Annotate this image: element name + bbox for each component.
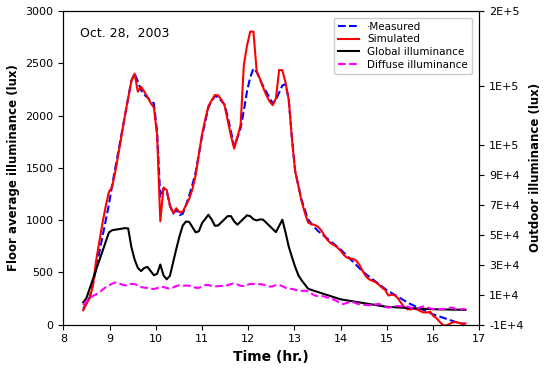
Simulated [346, 256, 353, 261]
Diffuse illuminance [346, 300, 353, 304]
Diffuse illuminance [385, 305, 391, 310]
Line: ·Measured: ·Measured [83, 69, 466, 324]
Diffuse illuminance [456, 307, 462, 311]
Simulated [247, 29, 254, 34]
Simulated [462, 321, 469, 326]
Global illuminance [205, 213, 212, 217]
Legend: ·Measured, Simulated, Global illuminance, Diffuse illuminance: ·Measured, Simulated, Global illuminance… [334, 18, 472, 74]
Simulated [80, 308, 87, 312]
·Measured [462, 322, 469, 326]
·Measured [160, 187, 167, 191]
·Measured [183, 203, 189, 207]
Diffuse illuminance [436, 307, 443, 311]
Global illuminance [462, 308, 469, 312]
Global illuminance [385, 305, 391, 309]
Diffuse illuminance [80, 303, 87, 308]
Global illuminance [452, 308, 459, 312]
Global illuminance [346, 299, 353, 303]
Y-axis label: Floor average illuminance (lux): Floor average illuminance (lux) [7, 65, 20, 271]
Global illuminance [160, 273, 167, 278]
Simulated [160, 186, 167, 190]
Simulated [443, 323, 450, 328]
·Measured [385, 289, 391, 293]
Global illuminance [183, 219, 189, 224]
Simulated [183, 203, 189, 207]
Global illuminance [80, 300, 87, 305]
·Measured [452, 320, 459, 324]
Simulated [385, 293, 391, 298]
Text: Oct. 28,  2003: Oct. 28, 2003 [80, 27, 169, 40]
Diffuse illuminance [112, 280, 119, 285]
Line: Diffuse illuminance: Diffuse illuminance [83, 283, 466, 309]
·Measured [250, 66, 257, 71]
Y-axis label: Outdoor illuminance (lux): Outdoor illuminance (lux) [529, 83, 542, 252]
·Measured [80, 307, 87, 311]
Global illuminance [295, 273, 302, 278]
Diffuse illuminance [186, 283, 193, 288]
Line: Simulated: Simulated [83, 32, 466, 325]
Line: Global illuminance: Global illuminance [83, 215, 466, 310]
X-axis label: Time (hr.): Time (hr.) [233, 350, 309, 364]
Diffuse illuminance [295, 289, 302, 293]
Diffuse illuminance [164, 286, 170, 290]
Diffuse illuminance [462, 307, 469, 311]
Simulated [295, 184, 302, 188]
Simulated [456, 321, 462, 325]
·Measured [295, 184, 302, 188]
·Measured [346, 256, 353, 261]
